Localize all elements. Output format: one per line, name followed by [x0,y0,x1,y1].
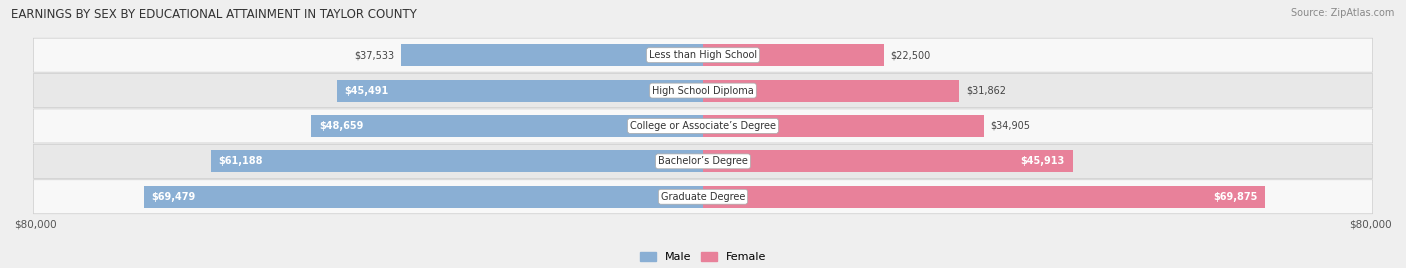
Text: $37,533: $37,533 [354,50,395,60]
Text: $69,479: $69,479 [152,192,195,202]
Text: $31,862: $31,862 [966,85,1005,96]
Legend: Male, Female: Male, Female [636,247,770,267]
Text: $45,491: $45,491 [344,85,389,96]
Bar [703,44,884,66]
Text: $69,875: $69,875 [1213,192,1257,202]
Text: $34,905: $34,905 [990,121,1031,131]
Bar [337,80,703,102]
Bar [311,115,703,137]
Text: Source: ZipAtlas.com: Source: ZipAtlas.com [1291,8,1395,18]
Bar [401,44,703,66]
Text: High School Diploma: High School Diploma [652,85,754,96]
Text: College or Associate’s Degree: College or Associate’s Degree [630,121,776,131]
Text: $22,500: $22,500 [890,50,931,60]
Text: $48,659: $48,659 [319,121,364,131]
FancyBboxPatch shape [34,38,1372,72]
Bar [703,186,1265,208]
Text: Less than High School: Less than High School [650,50,756,60]
Bar [703,80,959,102]
FancyBboxPatch shape [34,74,1372,107]
Bar [143,186,703,208]
Text: EARNINGS BY SEX BY EDUCATIONAL ATTAINMENT IN TAYLOR COUNTY: EARNINGS BY SEX BY EDUCATIONAL ATTAINMEN… [11,8,418,21]
Bar [703,150,1073,172]
Text: Graduate Degree: Graduate Degree [661,192,745,202]
Text: $80,000: $80,000 [1350,220,1392,230]
Text: $80,000: $80,000 [14,220,56,230]
Text: Bachelor’s Degree: Bachelor’s Degree [658,156,748,166]
Text: $45,913: $45,913 [1021,156,1064,166]
FancyBboxPatch shape [34,109,1372,143]
Bar [211,150,703,172]
FancyBboxPatch shape [34,144,1372,178]
Text: $61,188: $61,188 [218,156,263,166]
Bar [703,115,984,137]
FancyBboxPatch shape [34,180,1372,214]
